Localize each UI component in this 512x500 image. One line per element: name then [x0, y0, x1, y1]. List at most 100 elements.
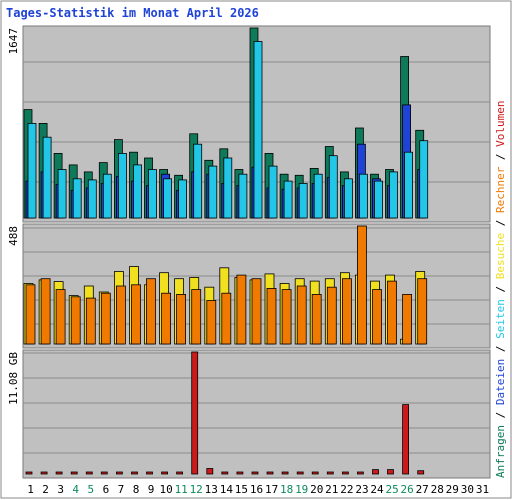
- bar-seiten-day-27: [419, 140, 429, 219]
- bar-volumen-day-4: [70, 471, 78, 475]
- bar-seiten-day-13: [208, 165, 218, 219]
- x-tick-label: 7: [118, 483, 125, 496]
- bar-volumen-day-22: [341, 471, 349, 475]
- bar-rechner-day-25: [387, 280, 397, 345]
- bar-rechner-day-27: [417, 278, 428, 345]
- x-tick-label: 8: [133, 483, 140, 496]
- bar-rechner-day-24: [372, 289, 382, 345]
- x-tick-label: 30: [461, 483, 474, 496]
- bar-seiten-day-3: [57, 169, 67, 219]
- bar-seiten-day-5: [87, 179, 97, 219]
- bar-seiten-day-26: [404, 151, 414, 219]
- bar-rechner-day-3: [55, 289, 66, 345]
- x-tick-label: 26: [400, 483, 413, 496]
- x-tick-label: 24: [370, 483, 384, 496]
- bar-seiten-day-1: [27, 123, 37, 219]
- x-tick-label: 13: [205, 483, 218, 496]
- panel-middle: 488: [7, 223, 491, 349]
- panel-top: 1647: [7, 25, 491, 223]
- bar-rechner-day-15: [236, 274, 247, 345]
- bar-rechner-day-2: [40, 278, 51, 345]
- bar-rechner-day-16: [251, 278, 262, 345]
- x-tick-label: 28: [431, 483, 444, 496]
- bar-volumen-day-13: [206, 468, 214, 475]
- bar-seiten-day-16: [253, 41, 263, 219]
- x-tick-label: 3: [57, 483, 64, 496]
- legend-separator: /: [494, 405, 507, 425]
- bar-volumen-day-9: [146, 471, 153, 475]
- bar-seiten-day-14: [223, 157, 233, 219]
- panel-bottom: 11.08 GB: [7, 349, 491, 479]
- bar-seiten-day-4: [72, 178, 82, 219]
- panel-bottom-max-label: 11.08 GB: [7, 352, 20, 405]
- bar-rechner-day-26: [402, 293, 413, 345]
- bar-rechner-day-18: [281, 289, 292, 345]
- x-tick-label: 14: [220, 483, 234, 496]
- bar-rechner-day-19: [296, 285, 307, 345]
- bar-volumen-day-11: [176, 471, 184, 475]
- x-tick-label: 10: [159, 483, 172, 496]
- bar-volumen-day-2: [40, 471, 48, 475]
- bar-seiten-day-17: [268, 165, 278, 219]
- legend-separator: /: [494, 147, 507, 167]
- bar-volumen-day-10: [161, 471, 169, 475]
- bar-volumen-day-20: [311, 471, 319, 475]
- bar-seiten-day-11: [178, 179, 188, 219]
- panel-top-max-label: 1647: [7, 28, 20, 55]
- bar-seiten-day-25: [389, 171, 398, 219]
- x-tick-label: 19: [295, 483, 308, 496]
- bar-volumen-day-16: [251, 471, 259, 475]
- bar-rechner-day-4: [70, 296, 81, 345]
- bar-volumen-day-24: [372, 469, 379, 475]
- bar-seiten-day-2: [42, 136, 52, 219]
- bar-seiten-day-19: [298, 182, 308, 219]
- bar-volumen-day-1: [25, 471, 33, 475]
- bar-rechner-day-20: [311, 293, 322, 345]
- x-tick-label: 16: [250, 483, 263, 496]
- x-tick-label: 12: [190, 483, 203, 496]
- bar-seiten-day-20: [313, 173, 323, 219]
- x-tick-label: 27: [416, 483, 429, 496]
- x-tick-label: 18: [280, 483, 293, 496]
- bar-rechner-day-14: [221, 292, 232, 345]
- legend-separator: /: [494, 339, 507, 359]
- bar-volumen-day-15: [236, 471, 244, 475]
- bar-volumen-day-27: [417, 470, 425, 475]
- bar-volumen-day-19: [296, 471, 304, 475]
- x-tick-label: 15: [235, 483, 248, 496]
- legend-item-volumen: Volumen: [494, 100, 507, 146]
- bar-rechner-day-13: [206, 300, 217, 345]
- bar-seiten-day-21: [328, 155, 338, 219]
- legend-separator: /: [494, 279, 507, 299]
- bar-volumen-day-26: [402, 404, 410, 475]
- bar-seiten-day-8: [133, 164, 142, 219]
- bar-volumen-day-25: [387, 469, 394, 475]
- bar-seiten-day-12: [193, 143, 203, 219]
- bar-seiten-day-15: [238, 173, 248, 219]
- x-tick-label: 21: [325, 483, 338, 496]
- x-axis: 1 2 3 4 5 6 7 8 9 10 11 12 13 14 15 16 17 18 19 20 21 22 23 24 2…: [27, 483, 489, 496]
- bar-seiten-day-9: [148, 169, 157, 219]
- bar-rechner-day-10: [161, 292, 172, 345]
- x-tick-label: 4: [72, 483, 79, 496]
- bar-seiten-day-24: [374, 180, 383, 219]
- bar-rechner-day-7: [116, 285, 126, 345]
- bar-rechner-day-22: [341, 278, 352, 345]
- x-tick-label: 11: [175, 483, 188, 496]
- bar-seiten-day-10: [163, 178, 173, 219]
- bar-rechner-day-6: [100, 292, 111, 345]
- bar-rechner-day-23: [356, 225, 367, 345]
- x-tick-label: 9: [148, 483, 155, 496]
- bar-volumen-day-8: [131, 471, 138, 475]
- bar-seiten-day-23: [358, 173, 368, 219]
- x-tick-label: 22: [340, 483, 353, 496]
- x-tick-label: 23: [355, 483, 368, 496]
- bar-volumen-day-21: [326, 471, 334, 475]
- legend-item-rechner: Rechner: [494, 166, 507, 213]
- bar-rechner-day-12: [191, 289, 202, 345]
- bar-volumen-day-17: [266, 471, 274, 475]
- legend-separator: /: [494, 213, 507, 233]
- bar-rechner-day-1: [25, 284, 36, 345]
